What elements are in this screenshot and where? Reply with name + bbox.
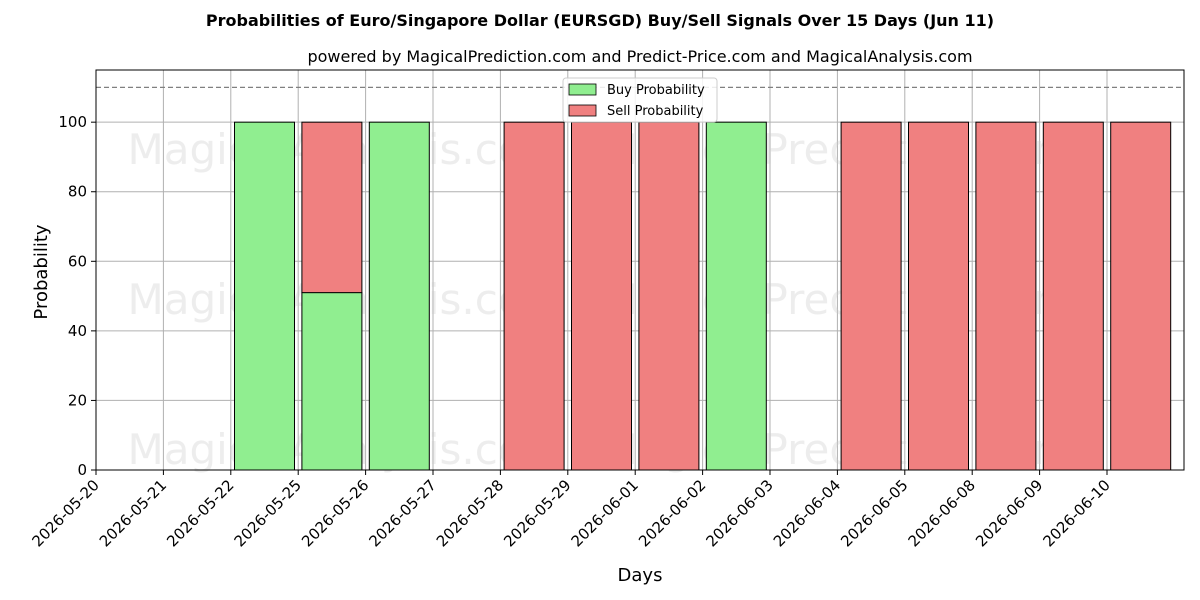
y-tick-label: 60	[68, 252, 87, 270]
x-tick-label: 2026-05-27	[365, 476, 439, 550]
x-tick-label: 2026-06-10	[1039, 476, 1113, 550]
x-tick-label: 2026-06-01	[568, 476, 642, 550]
x-axis-label: Days	[618, 565, 663, 586]
sell-bar	[975, 121, 1037, 471]
y-tick-label: 80	[68, 183, 87, 201]
x-tick-label: 2026-05-26	[298, 476, 372, 550]
y-tick-label: 100	[58, 113, 87, 131]
x-tick-label: 2026-05-20	[28, 476, 102, 550]
y-axis-label: Probability	[31, 224, 52, 319]
y-axis-ticks: 0 20 40 60 80 100	[58, 113, 96, 479]
sell-bar	[1110, 121, 1172, 471]
x-tick-label: 2026-06-03	[702, 476, 776, 550]
x-tick-label: 2026-05-25	[231, 476, 305, 550]
bars	[234, 121, 1172, 471]
sell-bar	[638, 121, 700, 471]
x-tick-label: 2026-06-09	[972, 476, 1046, 550]
sell-bar	[571, 121, 632, 471]
sell-bar	[301, 121, 363, 294]
y-tick-label: 20	[68, 391, 87, 409]
plot-area	[95, 69, 1185, 471]
x-tick-label: 2026-06-08	[905, 476, 979, 550]
sell-bar	[840, 121, 902, 471]
y-tick-label: 40	[68, 322, 87, 340]
buy-bar	[705, 121, 767, 471]
x-tick-label: 2026-06-05	[837, 476, 911, 550]
chart-subtitle: powered by MagicalPrediction.com and Pre…	[307, 47, 972, 66]
buy-bar	[368, 121, 430, 471]
x-tick-label: 2026-06-02	[635, 476, 709, 550]
x-tick-label: 2026-05-28	[433, 476, 507, 550]
buy-bar	[301, 292, 363, 471]
sell-bar	[1042, 121, 1104, 471]
legend-box	[562, 77, 718, 123]
legend-buy-swatch	[568, 83, 597, 96]
legend-sell-swatch	[568, 104, 597, 117]
x-tick-label: 2026-06-04	[770, 476, 844, 550]
legend-sell-label: Sell Probability	[607, 104, 704, 119]
sell-bar	[908, 121, 969, 471]
x-tick-label: 2026-05-22	[163, 476, 237, 550]
x-axis-ticks: 2026-05-202026-05-212026-05-222026-05-25…	[28, 470, 1114, 550]
buy-bar	[234, 121, 295, 471]
x-tick-label: 2026-05-29	[500, 476, 574, 550]
y-tick-label: 0	[77, 461, 87, 479]
x-tick-label: 2026-05-21	[96, 476, 170, 550]
legend-buy-label: Buy Probability	[607, 83, 705, 98]
sell-bar	[503, 121, 565, 471]
chart-title: Probabilities of Euro/Singapore Dollar (…	[206, 11, 994, 30]
legend: Buy Probability Sell Probability	[562, 77, 718, 123]
